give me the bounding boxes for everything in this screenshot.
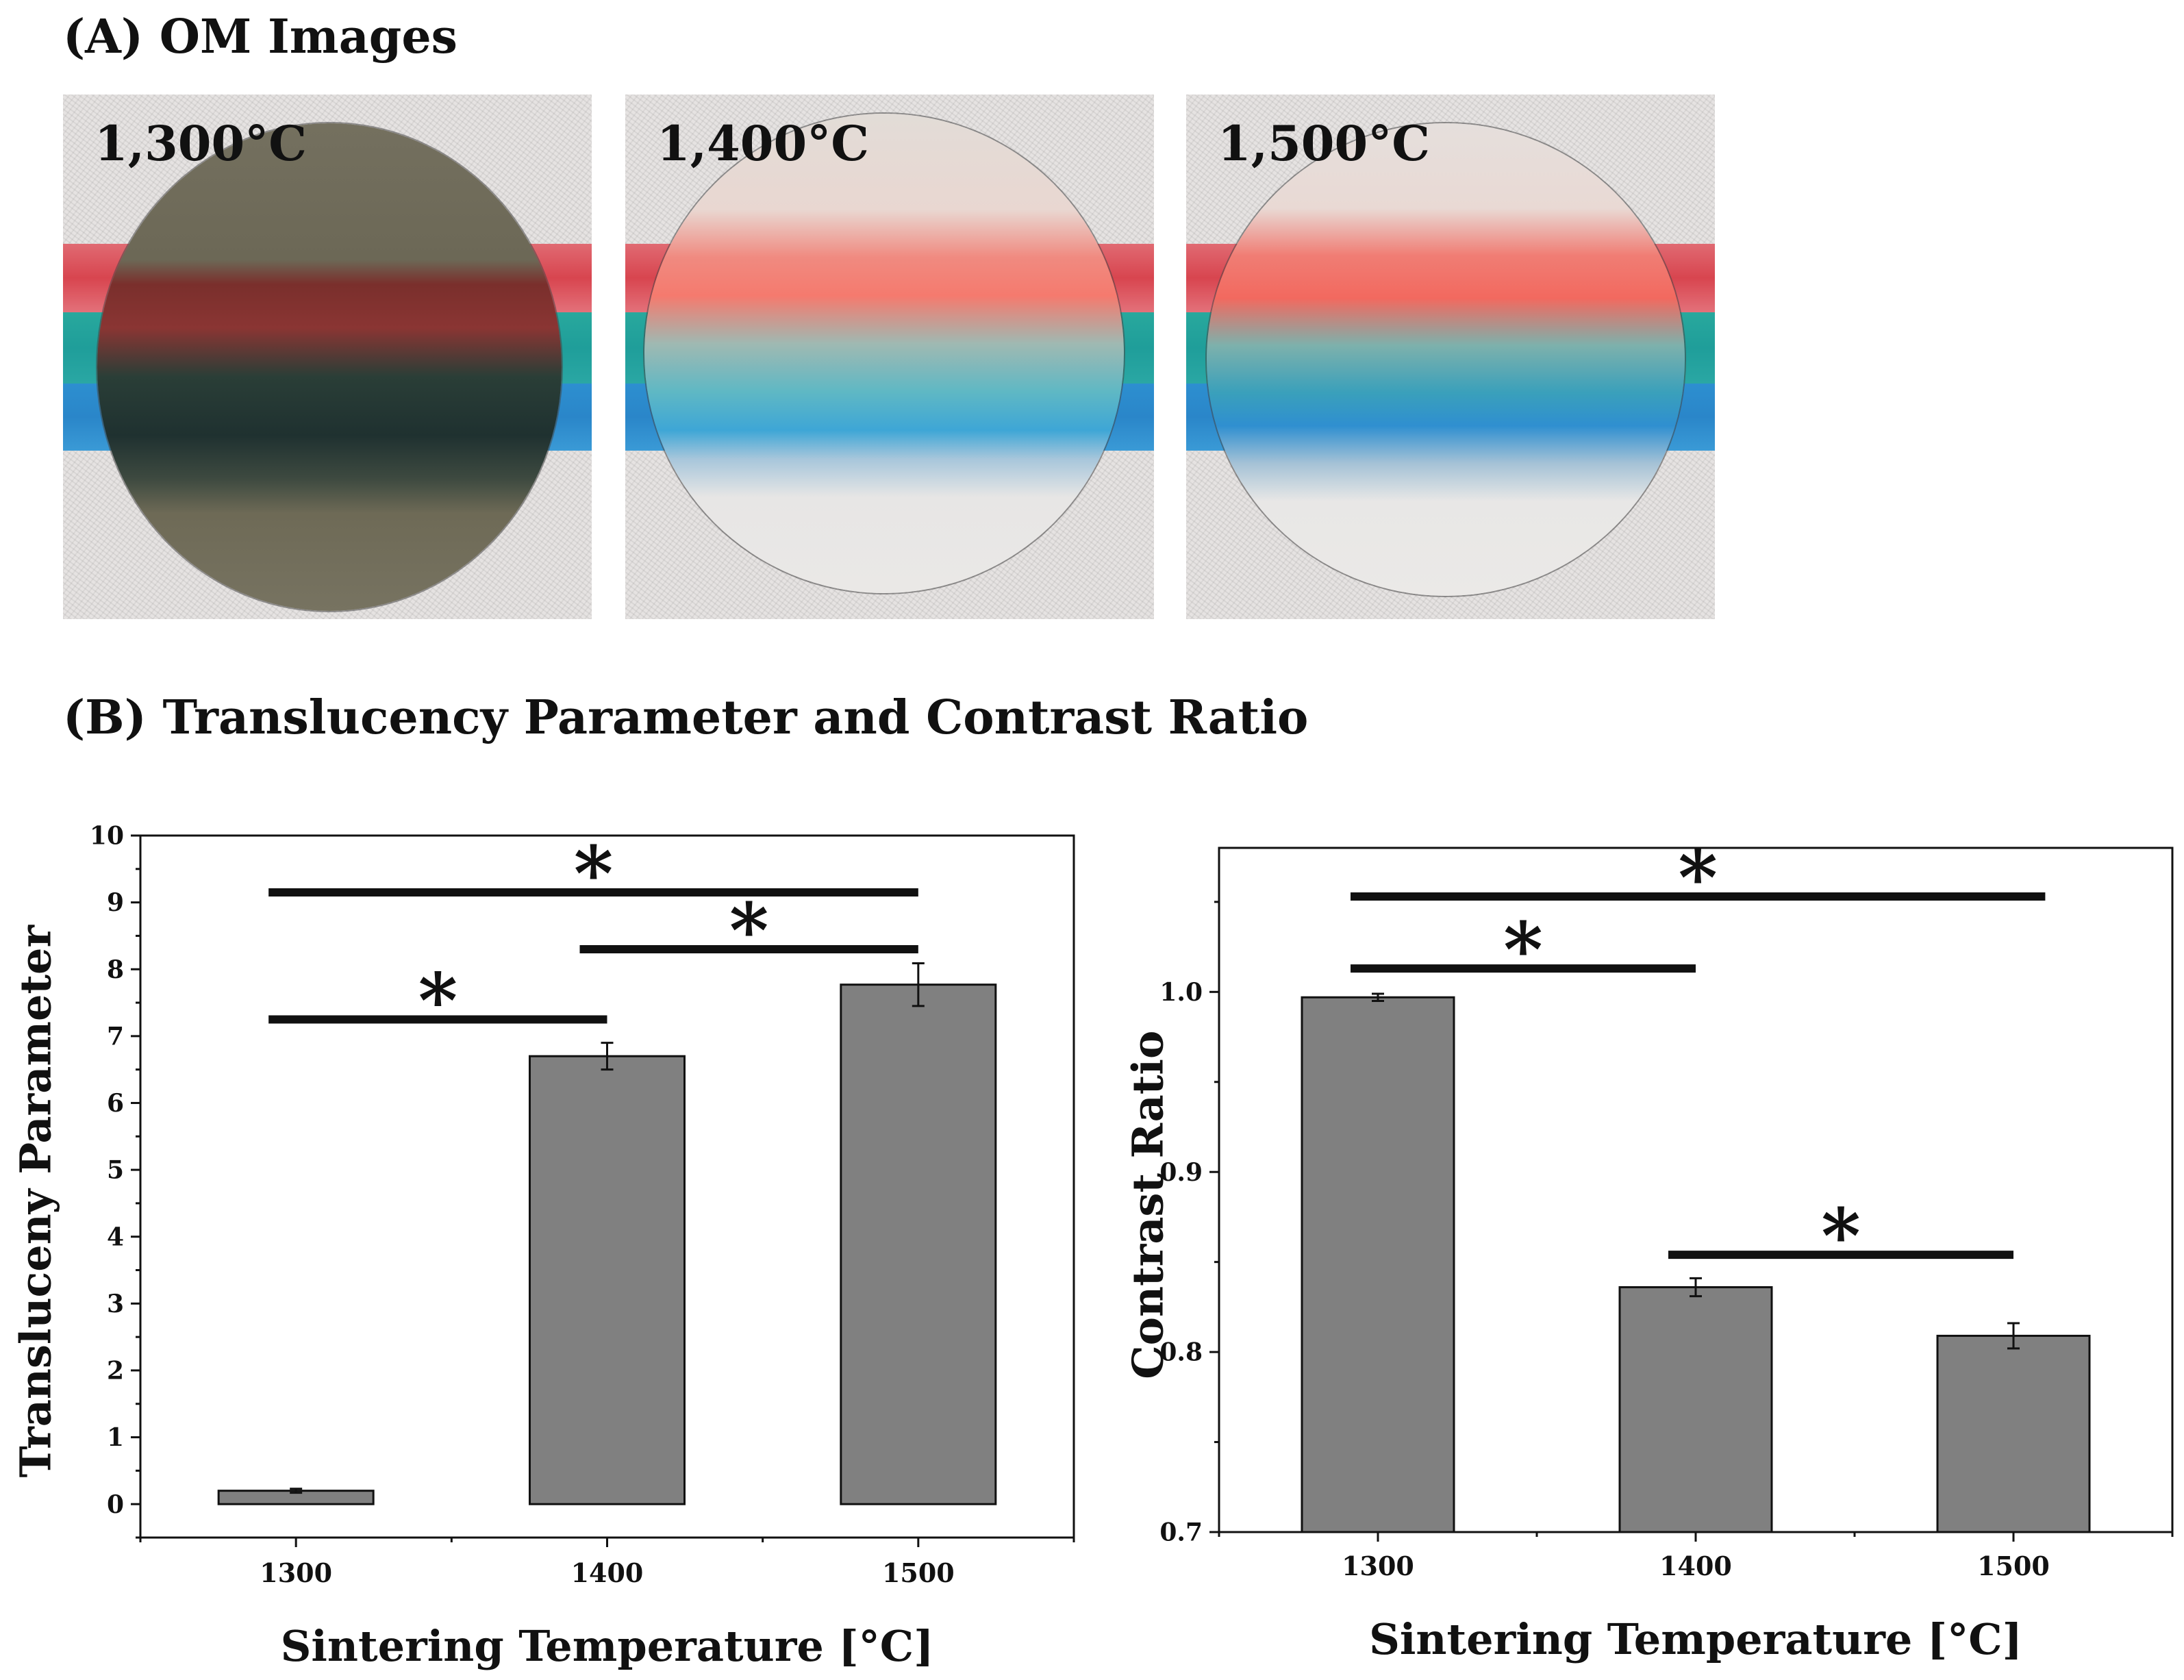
temperature-label: 1,300°C xyxy=(95,115,307,172)
x-axis-label: Sintering Temperature [°C] xyxy=(281,1621,934,1671)
x-tick-label: 1300 xyxy=(260,1557,332,1588)
y-tick-label: 2 xyxy=(107,1357,124,1386)
temperature-label: 1,500°C xyxy=(1218,115,1430,172)
significance-star: * xyxy=(1503,905,1543,994)
y-tick-label: 3 xyxy=(107,1290,124,1318)
y-axis-label: Transluceny Parameter xyxy=(11,925,61,1478)
y-tick-label: 8 xyxy=(107,955,124,984)
y-tick-label: 0.7 xyxy=(1159,1518,1203,1547)
specimen-disc xyxy=(644,114,1124,593)
bar xyxy=(529,1055,686,1505)
specimen-disc xyxy=(1207,123,1685,596)
y-axis-label: Contrast Ratio xyxy=(1123,1031,1173,1379)
y-tick-label: 1.0 xyxy=(1159,978,1203,1007)
y-tick-label: 0.8 xyxy=(1159,1338,1203,1367)
y-tick-label: 4 xyxy=(107,1223,124,1251)
x-tick-label: 1500 xyxy=(1977,1551,2050,1581)
panel-a-title: (A) OM Images xyxy=(63,10,457,64)
significance-star: * xyxy=(729,886,769,975)
x-tick-label: 1400 xyxy=(1659,1551,1732,1581)
y-tick-label: 1 xyxy=(107,1423,124,1452)
om-image-1300: 1,300°C xyxy=(63,95,592,619)
temperature-label: 1,400°C xyxy=(657,115,869,172)
y-tick-label: 5 xyxy=(107,1156,124,1185)
bar xyxy=(1936,1334,2091,1533)
significance-star: * xyxy=(574,829,614,918)
significance-star: * xyxy=(1821,1192,1861,1280)
y-tick-label: 9 xyxy=(107,888,124,917)
y-tick-label: 10 xyxy=(90,822,124,851)
bar xyxy=(840,983,997,1505)
om-image-1500: 1,500°C xyxy=(1186,95,1715,619)
y-tick-label: 0.9 xyxy=(1159,1158,1203,1187)
y-tick-label: 7 xyxy=(107,1022,124,1051)
x-axis-label: Sintering Temperature [°C] xyxy=(1369,1614,2022,1664)
specimen-disc xyxy=(97,123,562,611)
x-tick-label: 1400 xyxy=(571,1557,644,1588)
significance-star: * xyxy=(418,956,458,1044)
bar xyxy=(1301,996,1455,1533)
bar xyxy=(1618,1286,1773,1533)
y-tick-label: 6 xyxy=(107,1089,124,1118)
panel-b-title: (B) Translucency Parameter and Contrast … xyxy=(63,690,1309,745)
significance-star: * xyxy=(1678,833,1718,922)
x-tick-label: 1500 xyxy=(882,1557,955,1588)
om-image-1400: 1,400°C xyxy=(625,95,1154,619)
x-tick-label: 1300 xyxy=(1342,1551,1414,1581)
y-tick-label: 0 xyxy=(107,1490,124,1519)
